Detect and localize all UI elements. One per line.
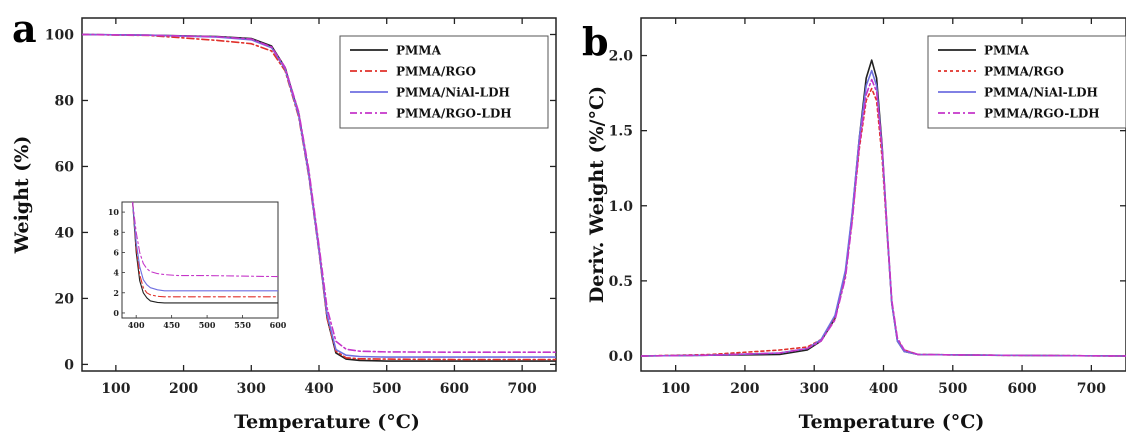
y-tick-label: 20 bbox=[55, 291, 75, 307]
x-tick-label: 700 bbox=[1077, 381, 1106, 397]
series-group bbox=[82, 33, 556, 362]
y-tick-label: 100 bbox=[45, 27, 74, 43]
legend-label: PMMA bbox=[396, 44, 442, 58]
inset-y-tick-label: 10 bbox=[108, 207, 120, 217]
inset-y-tick-label: 6 bbox=[113, 247, 119, 257]
y-tick-label: 1.5 bbox=[609, 124, 633, 140]
panel-label: a bbox=[12, 6, 37, 51]
legend-label: PMMA/NiAl-LDH bbox=[984, 86, 1098, 100]
panel-label: b bbox=[582, 19, 609, 64]
inset-series-line-1 bbox=[132, 202, 278, 298]
y-tick-label: 2.0 bbox=[609, 49, 634, 65]
panel-b-series-line-1 bbox=[641, 87, 1126, 357]
inset-series-line-0 bbox=[132, 202, 278, 304]
x-tick-label: 500 bbox=[938, 381, 967, 397]
x-axis-label: Temperature (°C) bbox=[234, 411, 420, 433]
inset-x-tick-label: 400 bbox=[128, 320, 145, 330]
y-tick-label: 40 bbox=[55, 225, 75, 241]
panel-a: 100 200 300 400 500 600 700020406080100Tempera… bbox=[11, 6, 557, 433]
y-tick-label: 0.0 bbox=[609, 349, 634, 365]
legend-label: PMMA/RGO-LDH bbox=[396, 107, 512, 121]
x-tick-label: 400 bbox=[304, 381, 333, 397]
inset-series-line-2 bbox=[132, 202, 278, 292]
y-tick-label: 0.5 bbox=[609, 274, 633, 290]
x-tick-label: 500 bbox=[372, 381, 401, 397]
legend-label: PMMA bbox=[984, 44, 1030, 58]
legend: PMMA PMMA/RGO PMMA/NiAl-LDH PMMA/RGO-LDH bbox=[927, 35, 1126, 129]
inset-frame bbox=[121, 201, 279, 319]
inset-y-tick-label: 2 bbox=[113, 288, 119, 298]
x-tick-label: 100 bbox=[101, 381, 130, 397]
panel-b-series-line-3 bbox=[641, 78, 1126, 357]
x-tick-label: 200 bbox=[730, 381, 759, 397]
inset-x-tick-label: 450 bbox=[163, 320, 180, 330]
y-axis-label: Weight (%) bbox=[11, 136, 33, 255]
inset-y-tick-label: 4 bbox=[113, 268, 119, 278]
x-axis-label: Temperature (°C) bbox=[799, 411, 985, 433]
inset-y-tick-label: 0 bbox=[113, 308, 119, 318]
y-tick-label: 80 bbox=[55, 93, 75, 109]
x-tick-label: 400 bbox=[869, 381, 898, 397]
legend-label: PMMA/RGO-LDH bbox=[984, 107, 1100, 121]
panel-b: 100 200 300 400 500 600 700 0.0 0.5 1.0 1.5 2.0 Temp… bbox=[582, 17, 1126, 433]
legend-label: PMMA/RGO bbox=[396, 65, 476, 79]
inset-series-line-3 bbox=[132, 202, 278, 278]
y-axis-label: Deriv. Weight (%/°C) bbox=[586, 86, 608, 303]
legend-box bbox=[927, 35, 1126, 129]
x-tick-label: 100 bbox=[661, 381, 690, 397]
x-tick-label: 300 bbox=[800, 381, 829, 397]
panel-a-series-line-3 bbox=[82, 33, 556, 354]
legend: PMMA PMMA/RGO PMMA/NiAl-LDH PMMA/RGO-LDH bbox=[339, 35, 549, 129]
inset-x-tick-label: 500 bbox=[199, 320, 216, 330]
series-group bbox=[641, 59, 1126, 357]
legend-box bbox=[339, 35, 549, 129]
y-tick-label: 60 bbox=[55, 159, 75, 175]
x-tick-label: 600 bbox=[1007, 381, 1036, 397]
inset-series-group bbox=[132, 202, 278, 304]
inset-x-tick-label: 600 bbox=[270, 320, 287, 330]
legend-label: PMMA/RGO bbox=[984, 65, 1064, 79]
x-tick-label: 300 bbox=[237, 381, 266, 397]
x-tick-label: 200 bbox=[169, 381, 198, 397]
inset-x-tick-label: 550 bbox=[234, 320, 251, 330]
y-tick-label: 0 bbox=[64, 357, 74, 373]
legend-label: PMMA/NiAl-LDH bbox=[396, 86, 510, 100]
x-tick-label: 600 bbox=[440, 381, 469, 397]
inset-chart: 400 450 500 550 600 0 2 4 6 8 10 bbox=[108, 201, 287, 330]
x-tick-label: 700 bbox=[508, 381, 537, 397]
inset-y-tick-label: 8 bbox=[113, 227, 119, 237]
y-tick-label: 1.0 bbox=[609, 199, 634, 215]
